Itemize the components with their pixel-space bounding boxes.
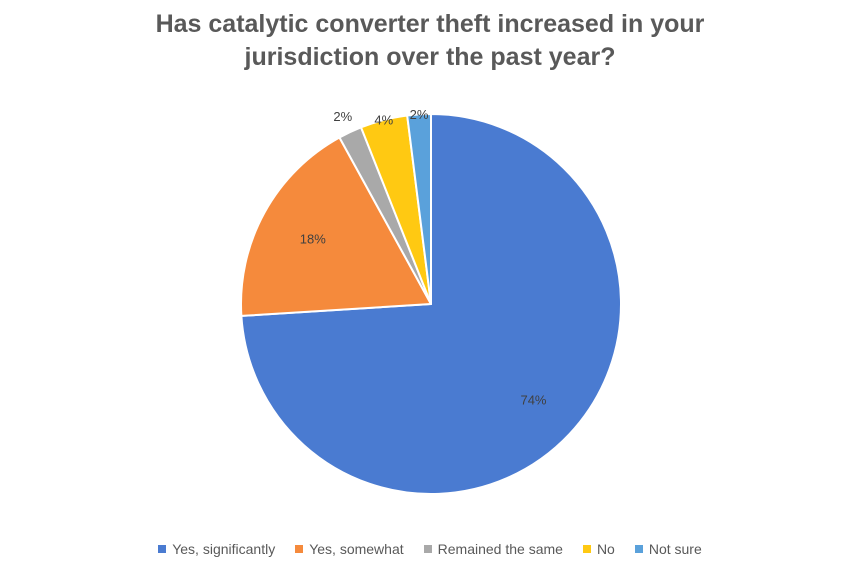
chart-title-line-2: jurisdiction over the past year?: [244, 43, 616, 71]
legend-swatch-yes-somewhat: [295, 545, 304, 553]
legend-label-no: No: [596, 541, 615, 557]
legend-item-not-sure: Not sure: [634, 541, 702, 557]
legend-label-yes-significantly: Yes, significantly: [172, 541, 276, 557]
pie-slice-not-sure: [406, 113, 432, 305]
legend-item-remained-the-same: Remained the same: [423, 541, 563, 557]
data-label-no: 4%: [374, 112, 393, 127]
pie-labels: 74% 18% 2% 4% 2%: [300, 107, 547, 408]
data-label-yes-somewhat: 18%: [300, 232, 326, 247]
legend-item-yes-somewhat: Yes, somewhat: [295, 541, 404, 557]
pie-slices: [240, 113, 622, 495]
legend-label-not-sure: Not sure: [648, 541, 702, 557]
data-label-yes-significantly: 74%: [520, 393, 546, 408]
legend-item-yes-significantly: Yes, significantly: [158, 541, 275, 557]
data-label-not-sure: 2%: [410, 107, 429, 122]
legend: Yes, significantly Yes, somewhat Remaine…: [0, 541, 860, 557]
pie-slice-yes-somewhat: [240, 136, 432, 317]
legend-label-yes-somewhat: Yes, somewhat: [309, 541, 404, 557]
data-label-remained-the-same: 2%: [333, 109, 352, 124]
chart-title-line-1: Has catalytic converter theft increased …: [155, 10, 705, 38]
legend-swatch-remained-the-same: [423, 545, 432, 553]
legend-swatch-no: [582, 545, 591, 553]
chart-title: Has catalytic converter theft increased …: [0, 8, 860, 74]
legend-label-remained-the-same: Remained the same: [437, 541, 563, 557]
legend-swatch-not-sure: [634, 545, 643, 553]
legend-swatch-yes-significantly: [158, 545, 167, 553]
legend-item-no: No: [582, 541, 615, 557]
